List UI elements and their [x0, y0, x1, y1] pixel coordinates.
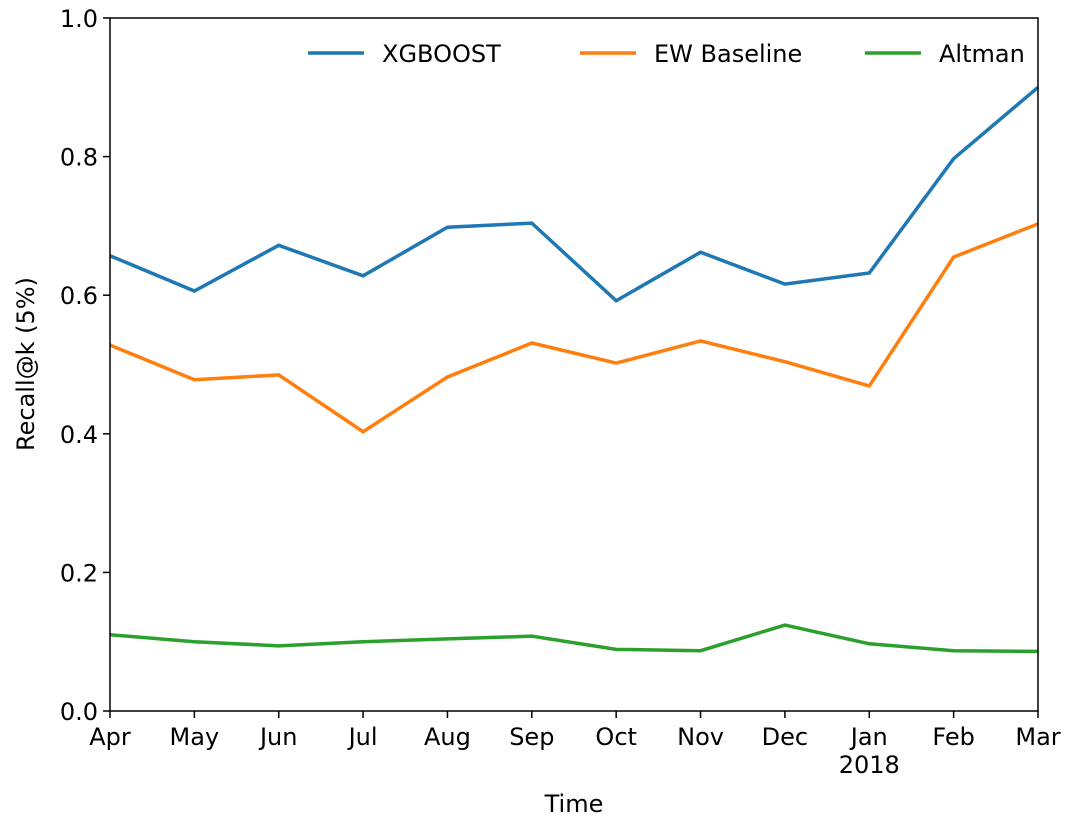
- x-tick-label: May: [170, 723, 220, 751]
- x-tick-label: Jan 2018: [839, 723, 900, 779]
- x-tick-label: Oct: [595, 723, 637, 751]
- y-tick-label: 1.0: [60, 5, 98, 33]
- y-axis-label: Recall@k (5%): [12, 277, 40, 451]
- legend-label: EW Baseline: [654, 40, 802, 68]
- y-tick-label: 0.6: [60, 282, 98, 310]
- y-tick-label: 0.2: [60, 559, 98, 587]
- x-axis-label: Time: [544, 790, 604, 818]
- x-tick-label: Jul: [347, 723, 378, 751]
- series-line: [109, 623, 1039, 654]
- x-tick-label: Feb: [932, 723, 975, 751]
- series-line: [109, 222, 1039, 434]
- x-tick-label: Jun: [258, 723, 298, 751]
- x-tick-label: Apr: [89, 723, 131, 751]
- legend-label: Altman: [939, 40, 1025, 68]
- legend-label: XGBOOST: [382, 40, 501, 68]
- plot-frame: [109, 17, 1039, 712]
- x-tick-label: Sep: [509, 723, 554, 751]
- y-tick-label: 0.0: [60, 698, 98, 726]
- y-tick-label: 0.4: [60, 421, 98, 449]
- x-tick-label: Mar: [1015, 723, 1060, 751]
- x-tick-label: Aug: [424, 723, 471, 751]
- x-tick-label: Nov: [677, 723, 724, 751]
- series-line: [109, 85, 1040, 303]
- x-tick-label: Dec: [762, 723, 808, 751]
- y-tick-label: 0.8: [60, 144, 98, 172]
